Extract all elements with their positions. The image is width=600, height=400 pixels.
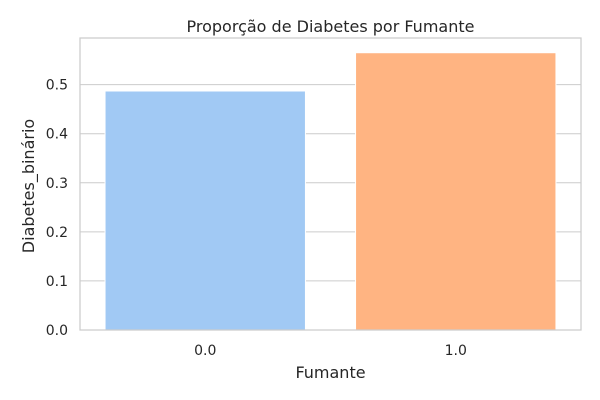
y-tick-label: 0.0 [46, 323, 68, 339]
y-tick-labels: 0.0 0.1 0.2 0.3 0.4 0.5 [46, 78, 68, 339]
y-tick-label: 0.3 [46, 176, 68, 192]
bars [104, 52, 557, 331]
y-tick-label: 0.4 [46, 127, 68, 143]
y-tick-label: 0.2 [46, 225, 68, 241]
chart-title: Proporção de Diabetes por Fumante [187, 17, 475, 36]
y-axis-label: Diabetes_binário [19, 119, 39, 253]
plot-frame [79, 37, 582, 331]
bar-0.0 [104, 90, 306, 331]
x-tick-label: 1.0 [445, 343, 467, 359]
bar-1.0 [355, 52, 557, 331]
x-axis-label: Fumante [295, 363, 365, 382]
x-tick-label: 0.0 [194, 343, 216, 359]
y-tick-label: 0.5 [46, 78, 68, 94]
y-tick-label: 0.1 [46, 274, 68, 290]
x-tick-labels: 0.0 1.0 [194, 343, 467, 359]
